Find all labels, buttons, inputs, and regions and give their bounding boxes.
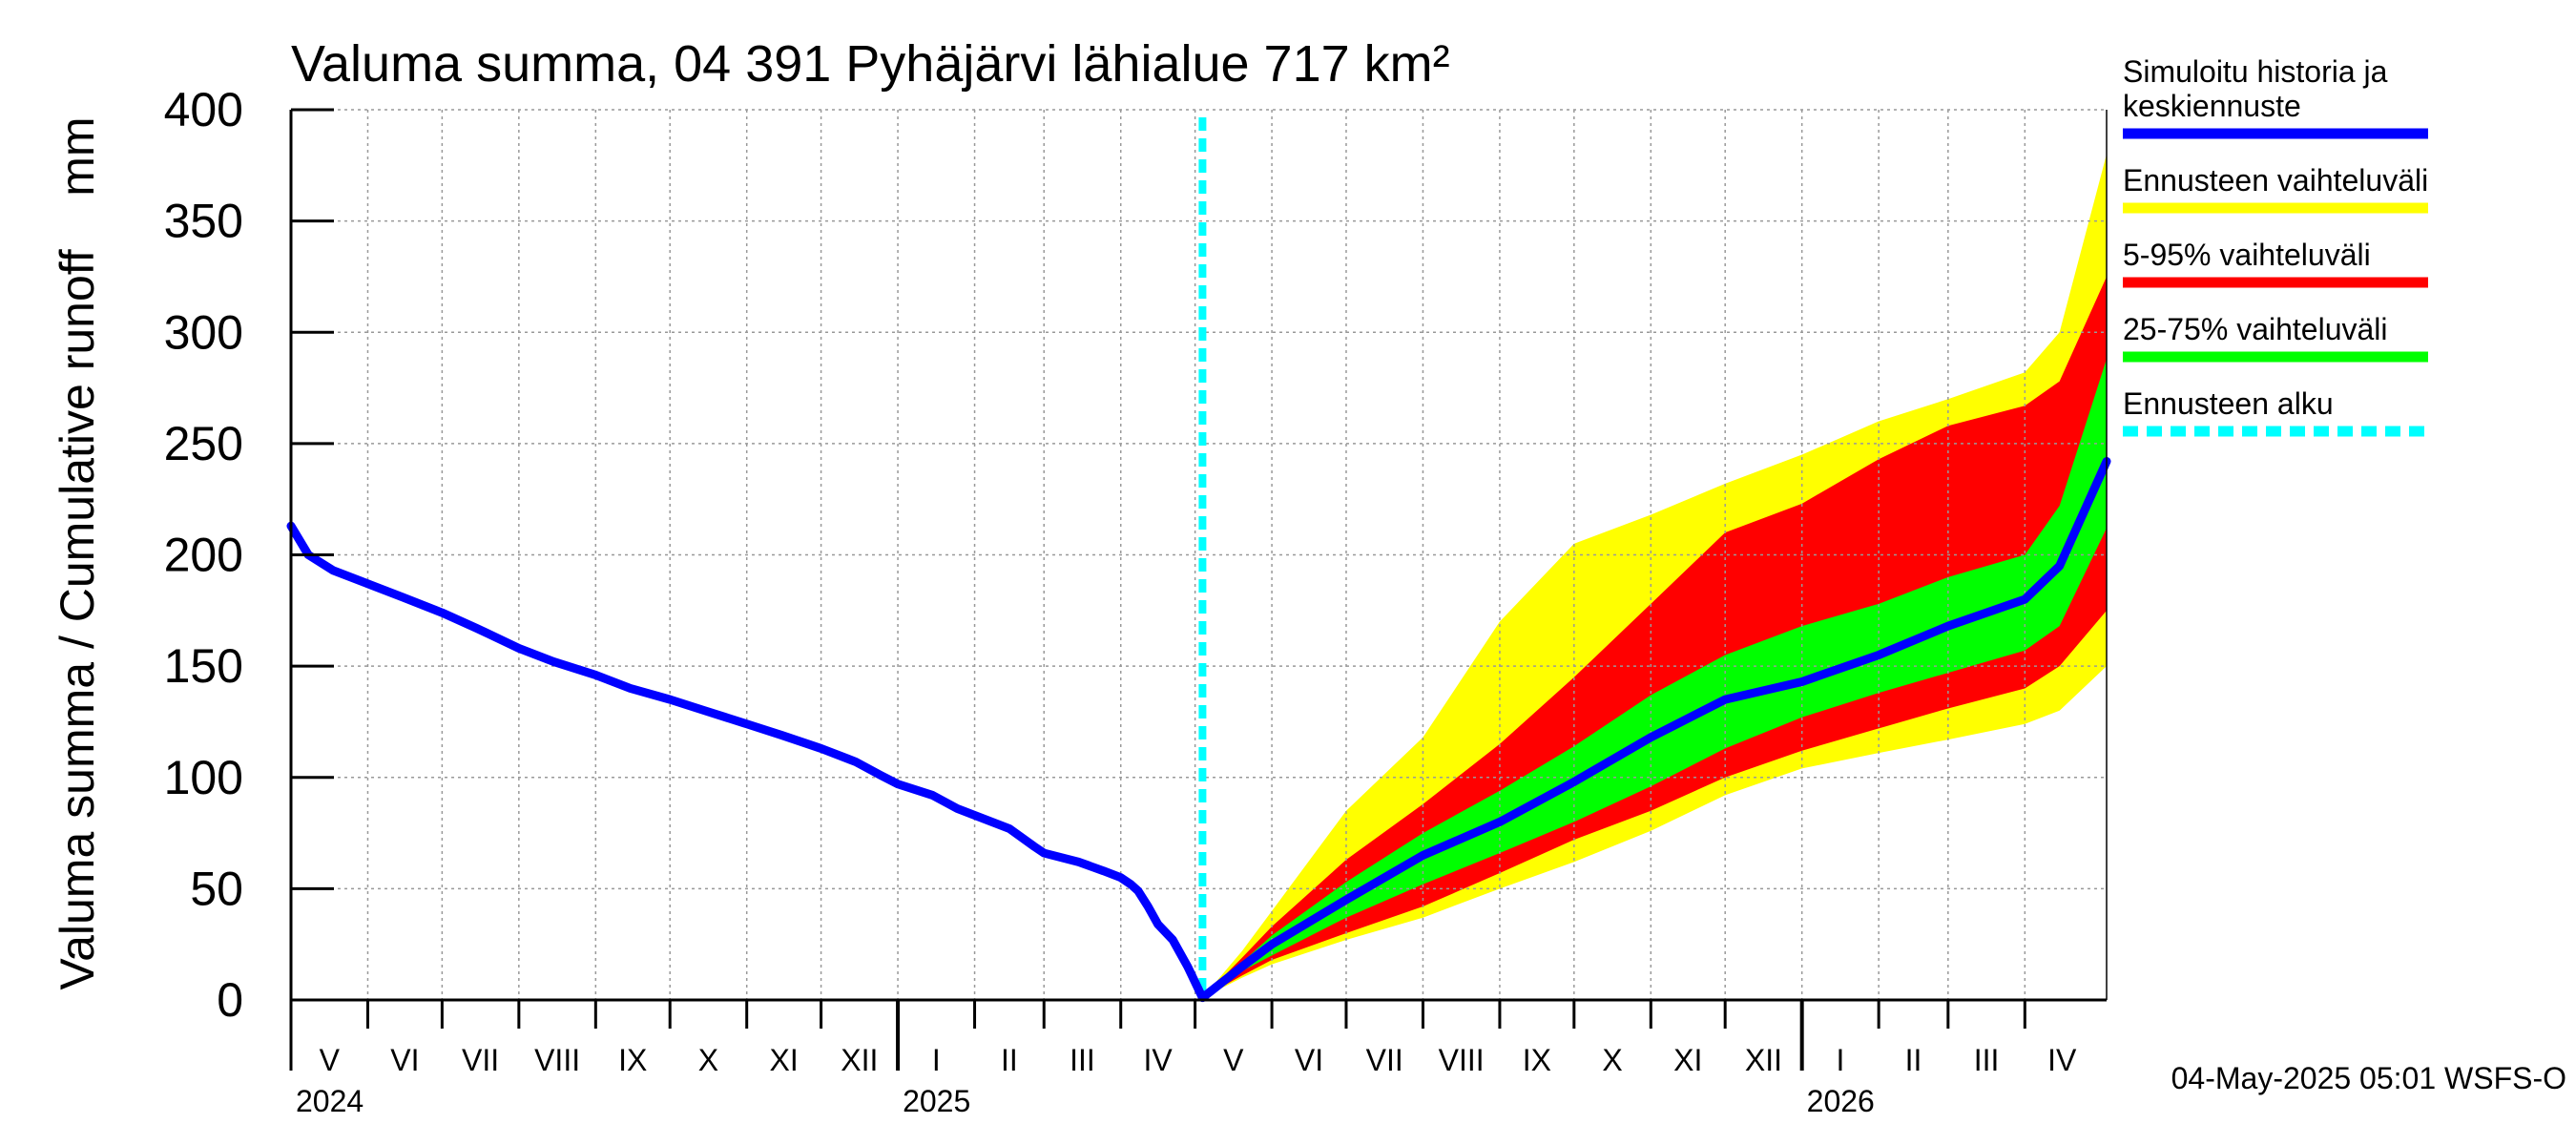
x-month-label: IV [2047,1043,2077,1077]
legend-label: Simuloitu historia ja [2123,54,2388,89]
x-month-label: V [1223,1043,1244,1077]
forecast-bands [1202,154,2107,998]
y-tick-label: 400 [164,83,243,136]
x-month-label: IX [618,1043,647,1077]
legend-label: 25-75% vaihteluväli [2123,312,2388,346]
plot-frame [289,110,2108,1071]
x-month-label: V [320,1043,341,1077]
x-month-label: VII [462,1043,499,1077]
x-month-label: XI [770,1043,799,1077]
band-full-range [1202,154,2107,998]
x-year-label: 2025 [903,1084,970,1118]
x-year-label: 2024 [296,1084,364,1118]
x-month-label: XII [1745,1043,1782,1077]
legend-label: Ennusteen alku [2123,386,2334,421]
x-month-label: III [1974,1043,2000,1077]
x-month-label: IX [1523,1043,1551,1077]
timestamp: 04-May-2025 05:01 WSFS-O [2171,1061,2566,1095]
y-tick-label: 150 [164,639,243,693]
grid-lines [291,109,2107,1000]
y-tick-label: 200 [164,529,243,582]
y-axis-ticks: 0 50 100 150 200 250 300 350 400 [164,83,334,1027]
x-month-label: VII [1366,1043,1403,1077]
plot-area [286,109,2111,1071]
y-tick-label: 350 [164,195,243,248]
y-tick-label: 300 [164,305,243,359]
x-month-label: IV [1144,1043,1174,1077]
legend-label: keskiennuste [2123,89,2301,123]
x-year-label: 2026 [1807,1084,1875,1118]
x-month-label: X [1602,1043,1622,1077]
y-axis-label: Valuma summa / Cumulative runoff mm [51,116,104,989]
x-month-label: VI [390,1043,419,1077]
x-month-label: I [1836,1043,1844,1077]
x-axis-labels: V VI VII VIII IX X XI XII I II III IV V VI VII VIII IX X X… [296,1000,2077,1118]
x-month-label: II [1905,1043,1922,1077]
x-month-label: III [1070,1043,1095,1077]
x-month-label: II [1001,1043,1018,1077]
chart-title: Valuma summa, 04 391 Pyhäjärvi lähialue … [291,35,1450,93]
y-tick-label: 100 [164,751,243,804]
x-month-label: I [932,1043,941,1077]
y-tick-label: 50 [190,862,243,915]
y-tick-label: 0 [217,973,243,1027]
x-month-label: VIII [1439,1043,1485,1077]
x-month-label: XII [841,1043,878,1077]
x-month-label: X [698,1043,718,1077]
series-lines [286,117,2111,1003]
x-month-label: VI [1295,1043,1323,1077]
y-tick-label: 250 [164,417,243,470]
history-median-line [286,457,2111,1003]
x-month-label: VIII [534,1043,580,1077]
legend-label: 5-95% vaihteluväli [2123,238,2371,272]
band-25-75 [1202,359,2107,998]
band-5-95 [1202,276,2107,998]
legend-label: Ennusteen vaihteluväli [2123,163,2428,198]
x-month-label: XI [1673,1043,1702,1077]
